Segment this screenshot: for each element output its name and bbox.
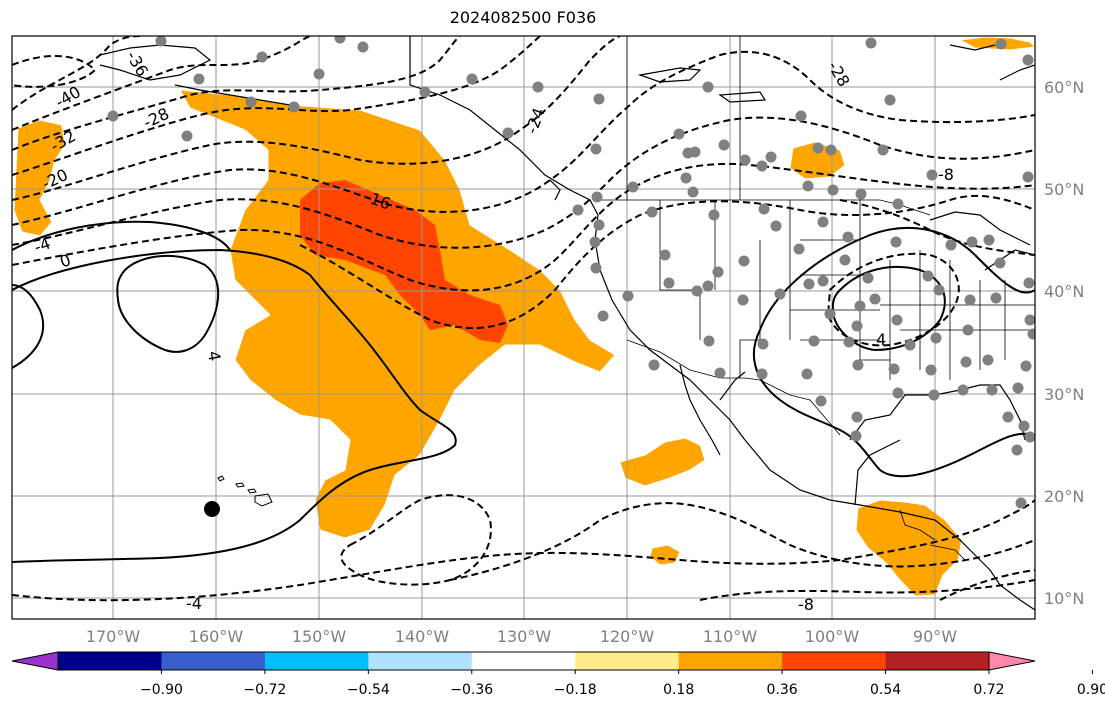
contour-label: 4 (876, 330, 886, 349)
colorbar-label: 0.72 (973, 682, 1004, 698)
colorbar: −0.90 −0.72 −0.54 −0.36 −0.18 0.18 0.36 0.54 0.7… (11, 651, 1105, 698)
latitude-labels: 10°N 20°N 30°N 40°N 50°N 60°N (1044, 78, 1084, 608)
colorbar-segment (678, 652, 783, 670)
colorbar-segment (264, 652, 369, 670)
lon-tick-label: 150°W (292, 627, 347, 646)
contour-label: -8 (798, 595, 814, 614)
lat-tick-label: 30°N (1044, 385, 1084, 404)
contour-label: -8 (938, 165, 954, 184)
lat-tick-label: 40°N (1044, 282, 1084, 301)
colorbar-label: −0.90 (140, 682, 183, 698)
colorbar-segment (782, 652, 887, 670)
lon-tick-label: 130°W (497, 627, 552, 646)
lat-tick-label: 60°N (1044, 78, 1084, 97)
lat-tick-label: 10°N (1044, 589, 1084, 608)
colorbar-label: −0.54 (347, 682, 390, 698)
colorbar-label: −0.72 (243, 682, 286, 698)
station-markers (107, 36, 1035, 509)
gridlines (12, 36, 1035, 619)
map-area (12, 36, 1035, 619)
lon-tick-label: 140°W (395, 627, 450, 646)
contours-positive (12, 220, 1035, 563)
colorbar-segment (885, 652, 990, 670)
marker-dot (204, 501, 220, 517)
contour-label: -36 (123, 48, 153, 80)
colorbar-extend-high (988, 651, 1036, 671)
contours-negative (12, 36, 1035, 602)
colorbar-segment (161, 652, 266, 670)
map-title: 2024082500 F036 (449, 8, 597, 27)
lon-tick-label: 90°W (913, 627, 957, 646)
contour-label: -4 (186, 594, 202, 613)
contour-label: -28 (140, 104, 172, 132)
contour-label: 4 (204, 349, 224, 362)
lat-tick-label: 20°N (1044, 487, 1084, 506)
lon-tick-label: 110°W (703, 627, 758, 646)
map-frame (11, 35, 1036, 620)
colorbar-label: 0.18 (663, 682, 694, 698)
hawaii-islands (217, 475, 273, 507)
colorbar-label: 0.90 (1077, 682, 1105, 698)
lon-tick-label: 160°W (189, 627, 244, 646)
contour-label: -28 (824, 58, 854, 90)
shading-054 (300, 180, 508, 343)
colorbar-label: 0.54 (870, 682, 901, 698)
longitude-labels: 170°W 160°W 150°W 140°W 130°W 120°W 110°… (86, 627, 957, 646)
lat-tick-label: 50°N (1044, 180, 1084, 199)
lon-tick-label: 100°W (805, 627, 860, 646)
colorbar-segment (368, 652, 473, 670)
contour-label: -4 (32, 234, 53, 257)
borders (598, 36, 1035, 561)
lon-tick-label: 120°W (600, 627, 655, 646)
colorbar-extend-low (11, 651, 59, 671)
lon-tick-label: 170°W (86, 627, 141, 646)
colorbar-segment (471, 652, 576, 670)
colorbar-segment (575, 652, 680, 670)
colorbar-label: −0.36 (450, 682, 493, 698)
colorbar-segment (58, 652, 162, 670)
colorbar-label: 0.36 (767, 682, 798, 698)
colorbar-label: −0.18 (554, 682, 597, 698)
